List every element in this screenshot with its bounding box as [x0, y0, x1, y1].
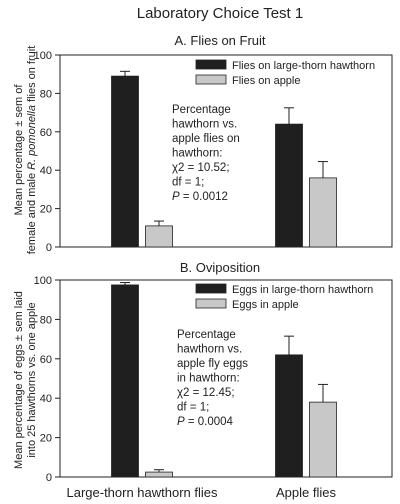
panel-a-annotation-line: hawthorn vs.: [172, 119, 237, 131]
panel-b-bar: [145, 471, 173, 478]
panel-b-legend-swatch: [195, 298, 227, 309]
panel-b-legend-swatch: [195, 283, 227, 294]
panel-b-y-axis: 0 20 40 60 80 100: [34, 275, 393, 484]
panel-b-y-tick-label: 80: [40, 314, 52, 326]
panel-b-annotation: Percentage hawthorn vs. apple fly eggs in h…: [177, 329, 248, 428]
panel-b-annotation-line: df = 1;: [177, 402, 209, 414]
panel-b-bar: [111, 284, 139, 478]
panel-a-chart: A. Flies on Fruit Mean percentage ± sem …: [13, 33, 393, 255]
panel-a-title: A. Flies on Fruit: [174, 33, 265, 48]
panel-b-bar: [309, 401, 337, 478]
panel-a-y-tick-label: 0: [46, 242, 52, 254]
panel-b-chart: B. Oviposition Mean percentage of eggs ±…: [13, 260, 393, 484]
panel-a-bar: [111, 75, 139, 248]
panel-a-y-tick-label: 40: [40, 165, 52, 177]
panel-b-annotation-line: in hawthorn:: [177, 373, 240, 385]
panel-b-y-tick-label: 100: [34, 275, 52, 287]
panel-a-annotation-line: apple flies on: [172, 133, 240, 145]
x-category-label-hawthorn-flies: Large-thorn hawthorn flies: [66, 485, 218, 500]
panel-a-plot-frame: [59, 54, 393, 248]
panel-a-bar: [309, 177, 337, 248]
panel-b-legend-label: Eggs in large-thorn hawthorn: [232, 284, 373, 296]
panel-a-bar: [145, 225, 173, 248]
panel-b-annotation-line: P = 0.0004: [177, 416, 234, 428]
panel-b-ylabel-line-2: into 25 hawthorns vs. one apple: [26, 302, 38, 457]
panel-a-ylabel-line-1: Mean percentage ± sem of: [13, 84, 25, 216]
panel-a-y-tick-label: 20: [40, 204, 52, 216]
panel-a-annotation-line: hawthorn:: [172, 148, 223, 160]
panel-a-y-tick-label: 60: [40, 127, 52, 139]
panel-b-bar: [275, 354, 303, 478]
panel-b-bars: [111, 282, 337, 478]
panel-a-annotation-line: P = 0.0012: [172, 191, 228, 203]
panel-b-y-tick-label: 40: [40, 393, 52, 405]
panel-a-legend-swatch: [195, 74, 227, 85]
panel-b-annotation-line: apple fly eggs: [177, 358, 248, 370]
panel-a-legend-swatch: [195, 59, 227, 70]
panel-a-annotation-line: df = 1;: [172, 177, 204, 189]
panel-a-y-tick-label: 100: [34, 50, 52, 62]
panel-a-bars: [111, 70, 337, 248]
panel-b-title: B. Oviposition: [180, 260, 260, 275]
panel-b-plot-frame: [59, 279, 393, 478]
panel-b-annotation-line: hawthorn vs.: [177, 344, 242, 356]
panel-a-legend-label: Flies on apple: [232, 75, 301, 87]
panel-a-y-axis: 0 20 40 60 80 100: [34, 50, 393, 254]
panel-b-annotation-line: Percentage: [177, 329, 236, 341]
x-category-label-apple-flies: Apple flies: [276, 485, 336, 500]
panel-b-ylabel-line-1: Mean percentage of eggs ± sem laid: [13, 291, 25, 469]
panel-b-legend: Eggs in large-thorn hawthorn Eggs in appl…: [195, 283, 373, 311]
figure-title: Laboratory Choice Test 1: [137, 5, 304, 22]
panel-b-y-tick-label: 20: [40, 433, 52, 445]
panel-a-bar: [275, 123, 303, 248]
panel-a-legend-label: Flies on large-thorn hawthorn: [232, 60, 375, 72]
panel-a-annotation-line: χ2 = 10.52;: [172, 162, 230, 174]
panel-b-annotation-line: χ2 = 12.45;: [177, 387, 235, 399]
panel-b-y-tick-label: 0: [46, 472, 52, 484]
panel-a-legend: Flies on large-thorn hawthorn Flies on ap…: [195, 59, 375, 87]
panel-b-legend-label: Eggs in apple: [232, 299, 299, 311]
panel-a-ylabel-line-2: female and male R. pomonella flies on fr…: [26, 46, 38, 255]
panel-a-y-tick-label: 80: [40, 88, 52, 100]
panel-a-annotation: Percentage hawthorn vs. apple flies on hawt…: [172, 104, 240, 203]
panel-a-annotation-line: Percentage: [172, 104, 231, 116]
panel-b-y-tick-label: 60: [40, 354, 52, 366]
